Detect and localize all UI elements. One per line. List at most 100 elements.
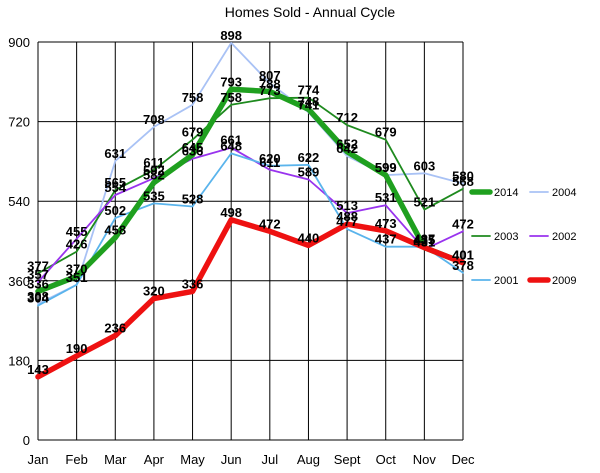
data-label-2014-jul: 788 — [259, 77, 281, 92]
data-label-2002-nov: 431 — [414, 234, 436, 249]
data-label-2002-jan: 357 — [27, 267, 49, 282]
data-label-2001-feb: 351 — [66, 270, 88, 285]
data-label-2003-jan: 377 — [27, 258, 49, 273]
data-label-2014-may: 645 — [182, 140, 204, 155]
data-label-2001-apr: 535 — [143, 188, 165, 203]
data-label-2014-mar: 458 — [104, 222, 126, 237]
data-label-2003-oct: 679 — [375, 125, 397, 140]
x-tick-label-mar: Mar — [104, 452, 127, 467]
data-label-2003-jun: 758 — [220, 90, 242, 105]
data-label-2014-feb: 370 — [66, 261, 88, 276]
data-label-2003-feb: 426 — [66, 237, 88, 252]
data-label-2009-jun: 498 — [220, 205, 242, 220]
series-line-2009 — [35, 217, 466, 380]
data-label-2002-apr: 592 — [143, 163, 165, 178]
data-label-2003-apr: 611 — [143, 155, 164, 170]
data-label-2002-feb: 455 — [66, 224, 88, 239]
legend-label-2001: 2001 — [494, 275, 518, 287]
data-label-2014-dec: 401 — [452, 248, 474, 263]
y-tick-label-900: 900 — [8, 35, 30, 50]
data-label-2004-jul: 807 — [259, 68, 281, 83]
data-label-2001-mar: 502 — [104, 203, 126, 218]
x-tick-label-jun: Jun — [221, 452, 242, 467]
data-label-2009-nov: 435 — [414, 233, 436, 248]
data-label-2009-feb: 190 — [66, 341, 88, 356]
data-label-2001-jul: 620 — [259, 151, 281, 166]
series-lines — [35, 42, 466, 380]
data-label-2009-may: 336 — [182, 276, 204, 291]
data-label-2014-jan: 336 — [27, 276, 49, 291]
series-line-2014 — [35, 86, 466, 295]
data-label-2003-dec: 568 — [452, 174, 474, 189]
data-label-2001-aug: 622 — [298, 150, 320, 165]
data-label-2001-jun: 648 — [220, 138, 242, 153]
data-label-2003-nov: 521 — [414, 195, 436, 210]
data-label-2003-mar: 565 — [104, 175, 126, 190]
x-tick-label-nov: Nov — [413, 452, 437, 467]
data-label-2003-sept: 712 — [336, 110, 358, 125]
x-tick-label-feb: Feb — [65, 452, 87, 467]
x-tick-label-aug: Aug — [297, 452, 320, 467]
data-label-2001-sept: 477 — [336, 214, 358, 229]
data-label-2002-may: 636 — [182, 144, 204, 159]
data-label-2009-sept: 488 — [336, 209, 358, 224]
data-label-2002-jun: 661 — [220, 133, 242, 148]
data-label-2014-apr: 582 — [143, 168, 165, 183]
data-label-2009-mar: 236 — [104, 321, 126, 336]
data-label-2009-jul: 472 — [259, 216, 281, 231]
data-label-2002-mar: 554 — [104, 180, 126, 195]
data-label-2002-jul: 611 — [259, 155, 280, 170]
data-label-2004-jun: 898 — [220, 28, 242, 43]
legend-label-2003: 2003 — [494, 231, 518, 243]
data-label-2002-dec: 472 — [452, 216, 474, 231]
data-label-2004-nov: 603 — [414, 158, 436, 173]
legend-label-2004: 2004 — [552, 187, 576, 199]
data-label-2014-jun: 793 — [220, 74, 242, 89]
x-tick-label-dec: Dec — [451, 452, 475, 467]
data-label-2004-dec: 580 — [452, 169, 474, 184]
data-label-2014-oct: 599 — [375, 160, 397, 175]
data-label-2009-oct: 473 — [375, 216, 397, 231]
data-label-2009-dec: 401 — [452, 248, 474, 263]
legend-label-2009: 2009 — [552, 275, 576, 287]
data-label-2004-jan: 308 — [27, 289, 49, 304]
x-tick-label-jan: Jan — [28, 452, 49, 467]
data-label-2014-aug: 748 — [298, 94, 320, 109]
x-tick-label-apr: Apr — [144, 452, 165, 467]
data-label-2002-sept: 513 — [336, 198, 358, 213]
x-tick-label-may: May — [180, 452, 205, 467]
data-label-2003-aug: 774 — [298, 83, 320, 98]
y-tick-label-180: 180 — [8, 353, 30, 368]
data-label-2003-jul: 773 — [259, 83, 281, 98]
series-line-2001 — [37, 152, 464, 307]
data-label-2014-nov: 435 — [414, 233, 436, 248]
series-line-2002 — [37, 146, 464, 284]
data-label-2002-oct: 531 — [375, 190, 397, 205]
x-tick-label-oct: Oct — [376, 452, 397, 467]
data-label-2003-may: 679 — [182, 125, 204, 140]
y-tick-label-0: 0 — [23, 433, 30, 448]
data-label-2001-nov: 437 — [414, 232, 436, 247]
legend: 2014 2004 2003 2002 2001 2009 — [469, 187, 576, 287]
data-label-2004-mar: 631 — [104, 146, 126, 161]
x-tick-label-jul: Jul — [262, 452, 279, 467]
data-label-2004-may: 758 — [182, 90, 204, 105]
data-label-2001-may: 528 — [182, 192, 204, 207]
data-label-2002-aug: 589 — [298, 165, 320, 180]
series-line-2004 — [37, 42, 464, 305]
y-tick-label-720: 720 — [8, 115, 30, 130]
data-label-2004-feb: 351 — [66, 270, 88, 285]
data-label-2009-apr: 320 — [143, 283, 165, 298]
chart-title: Homes Sold - Annual Cycle — [225, 4, 396, 20]
data-label-2004-aug: 741 — [298, 97, 320, 112]
legend-label-2002: 2002 — [552, 231, 576, 243]
data-label-2004-oct: 599 — [375, 160, 397, 175]
data-label-2009-aug: 440 — [298, 230, 320, 245]
series-line-2003 — [37, 96, 464, 275]
y-tick-label-540: 540 — [8, 194, 30, 209]
x-tick-label-sept: Sept — [334, 452, 361, 467]
data-label-2004-sept: 642 — [336, 141, 358, 156]
data-label-2004-apr: 708 — [143, 112, 165, 127]
